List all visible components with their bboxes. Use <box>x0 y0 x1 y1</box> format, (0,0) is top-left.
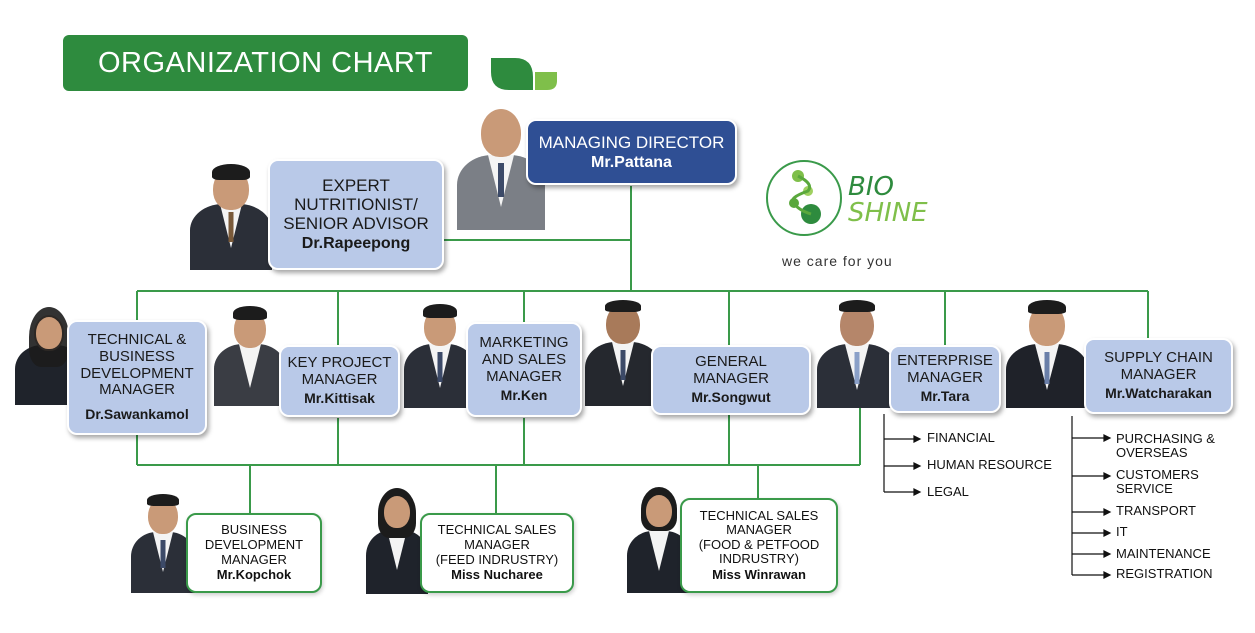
manager-4-role-line-2: MANAGER <box>693 370 769 388</box>
manager-box-technical-bd: TECHNICAL & BUSINESS DEVELOPMENT MANAGER… <box>67 320 207 435</box>
staff-box-business-development: BUSINESS DEVELOPMENT MANAGER Mr.Kopchok <box>186 513 322 593</box>
staff-box-technical-sales-food: TECHNICAL SALES MANAGER (FOOD & PETFOOD … <box>680 498 838 593</box>
photo-staff-1 <box>131 490 195 593</box>
supply-unit-purchasing-line-1: PURCHASING & <box>1116 431 1215 446</box>
manager-1-role-line-2: BUSINESS <box>99 347 175 365</box>
manager-6-name: Mr.Watcharakan <box>1105 384 1212 401</box>
supply-unit-transport: TRANSPORT <box>1116 503 1196 518</box>
supply-unit-customers-line-2: SERVICE <box>1116 481 1173 497</box>
supply-unit-purchasing: PURCHASING & OVERSEAS <box>1116 431 1215 461</box>
manager-4-name: Mr.Songwut <box>691 388 771 405</box>
manager-2-role-line-2: MANAGER <box>301 371 378 389</box>
manager-5-name: Mr.Tara <box>920 387 970 404</box>
supply-unit-registration: REGISTRATION <box>1116 566 1213 581</box>
photo-manager-4 <box>585 298 661 406</box>
logo-name-bio: BIO <box>848 172 894 202</box>
staff-3-name: Miss Winrawan <box>712 566 806 582</box>
photo-manager-2 <box>214 302 286 406</box>
bioshine-logo-icon <box>766 160 842 236</box>
advisor-role-line-2: NUTRITIONIST/ <box>294 195 418 215</box>
manager-1-name: Dr.Sawankamol <box>85 406 189 423</box>
advisor-role-line-3: SENIOR ADVISOR <box>283 214 429 234</box>
manager-5-role-line-2: MANAGER <box>907 369 983 387</box>
manager-box-supply-chain: SUPPLY CHAIN MANAGER Mr.Watcharakan <box>1084 338 1233 414</box>
supply-unit-customers-line-1: CUSTOMERS <box>1116 467 1199 482</box>
senior-advisor-box: EXPERT NUTRITIONIST/ SENIOR ADVISOR Dr.R… <box>268 159 444 270</box>
manager-4-role-line-1: GENERAL <box>695 353 767 371</box>
photo-manager-3 <box>404 300 476 408</box>
manager-1-role-line-3: DEVELOPMENT <box>80 364 194 382</box>
manager-3-role-line-3: MANAGER <box>486 368 562 386</box>
supply-unit-maintenance: MAINTENANCE <box>1116 546 1211 561</box>
manager-box-general: GENERAL MANAGER Mr.Songwut <box>651 345 811 415</box>
staff-3-role-line-4: INDRUSTRY) <box>719 551 799 567</box>
photo-manager-6 <box>1006 298 1088 408</box>
page-title: ORGANIZATION CHART <box>63 35 468 91</box>
staff-2-role-line-2: MANAGER <box>464 536 530 552</box>
staff-3-role-line-1: TECHNICAL SALES <box>699 507 819 523</box>
photo-md <box>457 105 545 230</box>
staff-1-name: Mr.Kopchok <box>216 567 292 583</box>
photo-advisor <box>190 160 272 270</box>
staff-2-name: Miss Nucharee <box>451 567 543 583</box>
enterprise-unit-financial: FINANCIAL <box>927 430 995 445</box>
manager-3-role-line-1: MARKETING <box>479 334 569 352</box>
staff-2-role-line-1: TECHNICAL SALES <box>437 522 557 538</box>
manager-6-role-line-2: MANAGER <box>1120 366 1197 384</box>
manager-3-role-line-2: AND SALES <box>481 351 567 369</box>
manager-5-role-line-1: ENTERPRISE <box>897 352 993 370</box>
manager-box-marketing-sales: MARKETING AND SALES MANAGER Mr.Ken <box>466 322 582 417</box>
manager-2-name: Mr.Kittisak <box>304 389 375 406</box>
logo-name-shine: SHINE <box>848 198 928 228</box>
advisor-name: Dr.Rapeepong <box>301 235 411 253</box>
supply-unit-it: IT <box>1116 524 1128 539</box>
photo-manager-5 <box>817 298 897 408</box>
manager-2-role-line-1: KEY PROJECT <box>287 354 392 372</box>
staff-1-role-line-2: DEVELOPMENT <box>204 536 304 552</box>
managing-director-box: MANAGING DIRECTOR Mr.Pattana <box>526 119 737 185</box>
enterprise-unit-legal: LEGAL <box>927 484 969 499</box>
supply-unit-customers-service: CUSTOMERS SERVICE <box>1116 467 1199 497</box>
staff-2-role-line-3: (FEED INDRUSTRY) <box>435 551 559 567</box>
logo-tagline: we care for you <box>782 253 893 269</box>
supply-unit-purchasing-line-2: OVERSEAS <box>1116 445 1188 461</box>
staff-3-role-line-3: (FOOD & PETFOOD <box>698 536 820 552</box>
bioshine-logo: BIO SHINE we care for you <box>764 158 944 273</box>
enterprise-unit-hr: HUMAN RESOURCE <box>927 457 1052 472</box>
manager-1-role-line-4: MANAGER <box>99 381 175 399</box>
leaf-icon <box>491 58 557 90</box>
md-role: MANAGING DIRECTOR <box>538 132 725 152</box>
advisor-role-line-1: EXPERT <box>322 176 390 195</box>
manager-box-key-project: KEY PROJECT MANAGER Mr.Kittisak <box>279 345 400 417</box>
manager-6-role-line-1: SUPPLY CHAIN <box>1104 349 1213 367</box>
manager-1-role-line-1: TECHNICAL & <box>87 331 187 349</box>
staff-1-role-line-1: BUSINESS <box>221 522 287 538</box>
staff-box-technical-sales-feed: TECHNICAL SALES MANAGER (FEED INDRUSTRY)… <box>420 513 574 593</box>
md-name: Mr.Pattana <box>591 153 672 171</box>
staff-3-role-line-2: MANAGER <box>726 522 792 538</box>
manager-3-name: Mr.Ken <box>500 386 548 403</box>
staff-1-role-line-3: MANAGER <box>221 551 287 567</box>
photo-staff-2 <box>366 486 428 594</box>
manager-box-enterprise: ENTERPRISE MANAGER Mr.Tara <box>889 345 1001 413</box>
